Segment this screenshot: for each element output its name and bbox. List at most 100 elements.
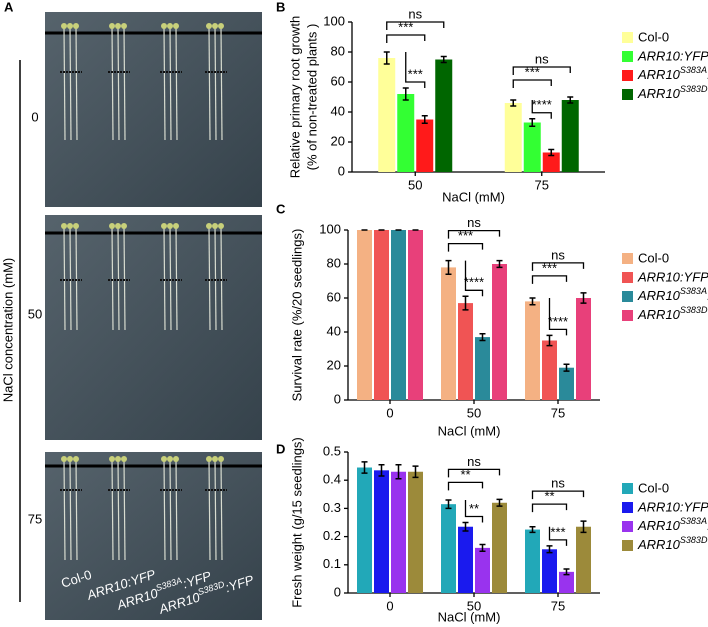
seedling-leaf [115,456,121,462]
significance-label: **** [464,275,484,290]
seedling-leaf [115,223,121,229]
seedling [63,26,66,141]
error-bar [378,463,385,477]
y-tick-label: 0 [334,391,341,406]
y-tick-label: 0 [338,163,345,178]
seedling [220,226,223,331]
plate-photo [45,452,262,620]
bar [374,230,389,400]
seedling-leaf [218,223,224,229]
seedling-leaf [109,223,115,229]
seedling [69,459,72,561]
error-bar [440,55,447,64]
error-bar [421,115,428,124]
bar [408,471,423,593]
legend-swatch [622,502,633,513]
seedling [75,226,78,331]
legend-label: ARR10S383A:YFP [637,286,708,303]
x-axis-label: NaCl (mM) [438,609,501,624]
seedling-leaf [218,456,224,462]
significance-bracket [386,21,445,30]
seedling [175,26,178,141]
significance-bracket [512,79,552,88]
legend-label: ARR10S383D:YFP [637,84,708,101]
seedling-leaf [212,23,218,29]
bar [525,301,540,400]
legend-swatch [622,272,633,283]
seedling [208,226,211,331]
legend-swatch [622,51,633,62]
seedling-leaf [109,456,115,462]
significance-label: ns [408,6,422,21]
x-tick-label: 50 [467,598,481,613]
seedling-leaf [67,456,73,462]
seedling-leaf [167,23,173,29]
significance-bracket [386,34,426,43]
y-tick-label: 80 [327,255,341,270]
axis-label: NaCl concentration (mM) [0,258,15,403]
seedling-leaf [218,23,224,29]
seedling-leaf [67,23,73,29]
text-part: :YFP [707,67,708,82]
error-bar [402,87,409,101]
plate-photo [45,215,262,440]
significance-bracket [531,490,585,500]
seedling-leaf [73,456,79,462]
bar [435,59,453,172]
error-bar [496,259,503,269]
significance-label: ns [467,215,481,230]
significance-label: **** [548,314,568,329]
text-part: :YFP [707,288,708,303]
seedling [123,26,126,141]
row-label: 50 [28,306,42,321]
seedling [169,26,172,141]
significance-bracket [548,298,568,336]
bar [576,526,591,593]
text-part: ARR10 [637,537,681,552]
significance-label: ** [460,467,470,482]
error-bar [529,525,536,534]
x-tick-label: 75 [551,598,565,613]
seedling-leaf [161,23,167,29]
seedling-leaf [173,223,179,229]
seedling [123,226,126,331]
text-part: :YFP [707,518,708,533]
seedling-leaf [173,456,179,462]
seedling-leaf [212,223,218,229]
seedling-leaf [121,23,127,29]
seedling [163,26,166,141]
y-tick-label: 0.4 [323,472,341,487]
error-bar [412,465,419,479]
row-label: 0 [31,109,38,124]
error-bar [580,520,587,534]
x-tick-label: 50 [467,405,481,420]
seedling [117,459,120,561]
text-part: S383A [680,516,707,526]
seedling-leaf [206,23,212,29]
significance-label: ns [467,454,481,469]
seedling-leaf [121,223,127,229]
y-tick-label: 20 [331,133,345,148]
error-bar [546,334,553,347]
seedling-leaf [212,456,218,462]
bar [391,230,406,400]
y-axis-label: Fresh weight (g/15 seedlings) [289,437,304,608]
bar [408,230,423,400]
text-part: S383A [680,65,707,75]
y-tick-label: 100 [319,221,341,236]
significance-label: ** [469,501,479,516]
legend-swatch [622,540,633,551]
error-bar [546,545,553,554]
y-tick-label: 20 [327,357,341,372]
seedling-leaf [167,456,173,462]
seedling [69,226,72,331]
seedling [163,459,166,561]
legend-label: ARR10:YFP [637,48,708,63]
legend-swatch [622,521,633,532]
panel-letter: C [276,201,286,216]
bar [441,504,456,593]
seedling [117,226,120,331]
bar [458,303,473,400]
seedling [111,459,114,561]
